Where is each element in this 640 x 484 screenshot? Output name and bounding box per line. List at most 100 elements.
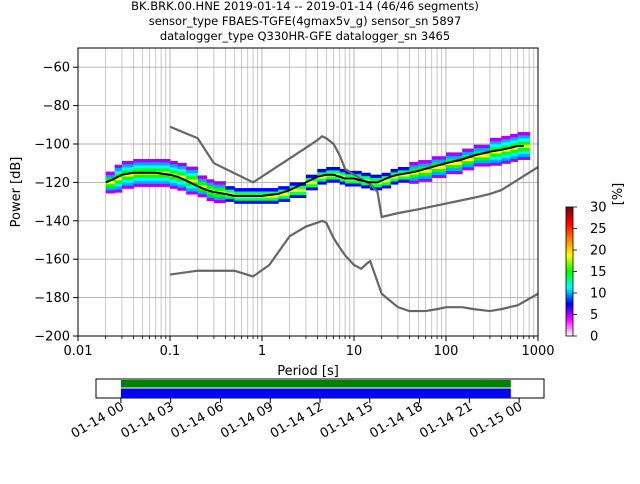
timeline-bars: [120, 380, 511, 398]
psd-density-cell: [446, 155, 463, 159]
psd-density-cell: [177, 184, 187, 188]
y-tick-label: −140: [34, 214, 70, 229]
psd-density-cell: [339, 168, 346, 173]
psd-density-cell: [462, 166, 475, 171]
psd-density-cell: [431, 159, 447, 163]
psd-density-cell: [409, 177, 419, 181]
timeline-tick-label: 01-14 18: [367, 399, 425, 441]
psd-density-cell: [206, 185, 215, 189]
psd-density-cell: [523, 147, 531, 151]
psd-density-cell: [510, 140, 519, 144]
psd-density-cell: [133, 183, 143, 187]
colorbar: 0 5 10 15 20 25 30 [%]: [565, 183, 626, 345]
psd-density-cell: [186, 166, 199, 170]
colorbar-tick-label: 25: [590, 222, 607, 237]
psd-density-cell: [370, 174, 378, 179]
psd-density-cell: [517, 132, 525, 136]
psd-density-cell: [381, 178, 392, 183]
psd-density-cell: [170, 163, 178, 168]
psd-density-cell: [155, 174, 171, 178]
psd-density-cell: [170, 166, 178, 171]
psd-density-cell: [234, 200, 249, 204]
psd-density-cell: [473, 147, 491, 152]
psd-density-cell: [354, 183, 362, 187]
psd-density-cell: [186, 169, 199, 174]
psd-density-cell: [121, 179, 134, 183]
psd-density-cell: [446, 167, 463, 172]
low-noise-model-line: [169, 219, 539, 313]
psd-density-cell: [170, 170, 178, 174]
psd-density-cell: [121, 163, 134, 168]
psd-density-cell: [105, 183, 116, 188]
psd-density-cell: [197, 178, 208, 182]
psd-density-cell: [510, 158, 519, 162]
colorbar-ticks: 0 5 10 15 20 25 30: [573, 201, 607, 345]
psd-density-cell: [409, 161, 419, 166]
psd-density-cell: [142, 165, 157, 169]
x-axis-ticks: 0.01 0.1 1 10 100 1000: [64, 336, 555, 359]
psd-density-cell: [397, 166, 410, 171]
psd-density-cell: [225, 195, 235, 199]
psd-density-cell: [114, 176, 123, 181]
psd-density-cell: [253, 200, 263, 204]
timeline-tick-label: 01-14 00: [69, 399, 127, 441]
psd-density-cell: [510, 152, 519, 156]
psd-density-cell: [489, 137, 502, 142]
x-tick-label: 100: [434, 344, 459, 359]
psd-density-cell: [370, 183, 378, 188]
psd-density-cell: [305, 186, 318, 191]
psd-density-cell: [133, 174, 143, 178]
psd-density-cell: [262, 191, 279, 195]
psd-density-cell: [317, 175, 327, 179]
psd-density-cell: [170, 185, 178, 189]
psd-density-cell: [142, 177, 157, 181]
timeline-tick-label: 01-14 06: [168, 399, 226, 441]
psd-density-cell: [133, 161, 143, 166]
psd-density-cell: [121, 176, 134, 180]
psd-density-cell: [501, 154, 511, 158]
psd-density-cell: [213, 187, 226, 191]
psd-density-cell: [446, 170, 463, 175]
psd-density-cell: [247, 197, 254, 201]
psd-density-cell: [397, 170, 410, 174]
psd-density-cell: [247, 200, 254, 204]
psd-density-cell: [253, 191, 263, 195]
psd-density-cell: [462, 160, 475, 165]
psd-density-cell: [177, 165, 187, 170]
psd-density-cell: [186, 178, 199, 183]
timeline-tick-label: 01-14 21: [417, 399, 475, 441]
psd-density-cell: [446, 152, 463, 156]
psd-density-cell: [489, 159, 502, 163]
x-axis-label: Period [s]: [277, 364, 339, 379]
psd-density-cell: [377, 180, 383, 185]
x-tick-label: 0.1: [160, 344, 181, 359]
psd-density-cell: [333, 166, 341, 171]
psd-density-cell: [510, 143, 519, 147]
psd-density-cell: [206, 191, 215, 195]
psd-density-cell: [133, 180, 143, 184]
psd-density-cell: [517, 135, 525, 139]
psd-density-cell: [462, 151, 475, 156]
timeline-bar-blue: [120, 388, 511, 398]
y-tick-label: −180: [34, 291, 70, 306]
psd-density-cell: [381, 181, 392, 186]
x-tick-label: 10: [346, 344, 363, 359]
psd-density-cell: [177, 162, 187, 167]
psd-density-cell: [197, 190, 208, 195]
psd-density-cell: [370, 177, 378, 182]
psd-density-cell: [225, 189, 235, 193]
psd-density-cell: [186, 185, 199, 189]
psd-density-cell: [489, 162, 502, 166]
psd-density-cell: [345, 183, 355, 187]
psd-density-cell: [142, 180, 157, 184]
mode-line: [105, 144, 524, 197]
psd-density-cell: [501, 142, 511, 146]
psd-density-cell: [213, 181, 226, 185]
colorbar-tick-label: 10: [590, 287, 607, 302]
y-tick-label: −200: [34, 330, 70, 345]
psd-density-cell: [390, 178, 399, 182]
psd-density-cell: [523, 138, 531, 142]
